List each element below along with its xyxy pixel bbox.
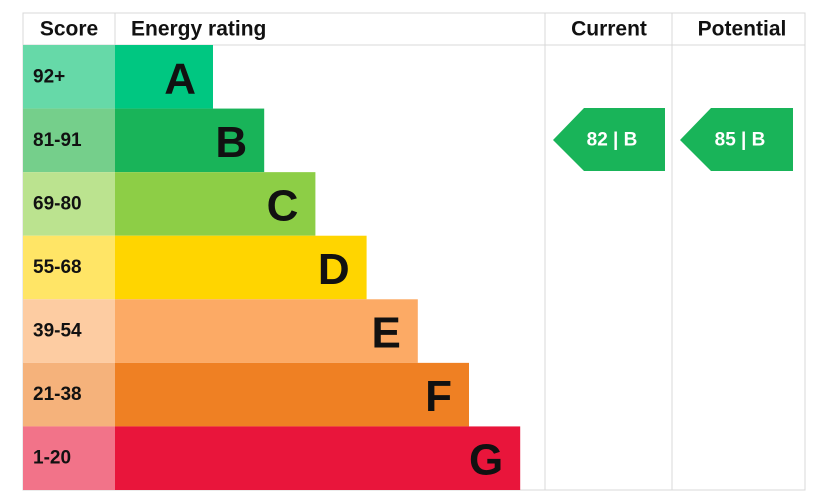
band-letter: D <box>318 245 350 294</box>
bands: 92+ A 81-91 B 69-80 C 55-68 D 39-54 E 21-38 F 1-20 G <box>23 45 521 490</box>
score-cell <box>23 45 115 109</box>
score-cell <box>23 172 115 236</box>
potential-arrow <box>680 108 793 171</box>
header-potential: Potential <box>698 18 787 41</box>
band-score: 81-91 <box>33 130 82 151</box>
band-bar <box>115 172 316 236</box>
band-letter: A <box>164 54 196 103</box>
header-score: Score <box>40 18 98 41</box>
current-label: 82 | B <box>587 130 638 151</box>
score-cell <box>23 362 115 427</box>
band-bar <box>115 108 265 173</box>
score-cell <box>23 299 115 363</box>
band-score: 1-20 <box>33 448 71 469</box>
band-letter: F <box>425 372 452 421</box>
header-energy-rating: Energy rating <box>131 18 266 41</box>
header-current: Current <box>571 18 647 41</box>
band-bar <box>115 362 469 427</box>
current-arrow <box>553 108 665 171</box>
score-cell <box>23 108 115 173</box>
band-bar <box>115 235 367 300</box>
band-score: 92+ <box>33 66 65 87</box>
band-score: 55-68 <box>33 257 82 278</box>
band-letter: B <box>215 118 247 167</box>
band-bar <box>115 299 418 363</box>
band-score: 39-54 <box>33 321 82 342</box>
score-cell <box>23 426 115 490</box>
band-letter: E <box>371 309 400 358</box>
band-bar <box>115 45 213 109</box>
score-cell <box>23 235 115 300</box>
band-bar <box>115 426 521 490</box>
band-letter: G <box>469 436 503 485</box>
band-score: 21-38 <box>33 384 82 405</box>
potential-label: 85 | B <box>715 130 766 151</box>
band-letter: C <box>267 181 299 230</box>
band-score: 69-80 <box>33 193 82 214</box>
